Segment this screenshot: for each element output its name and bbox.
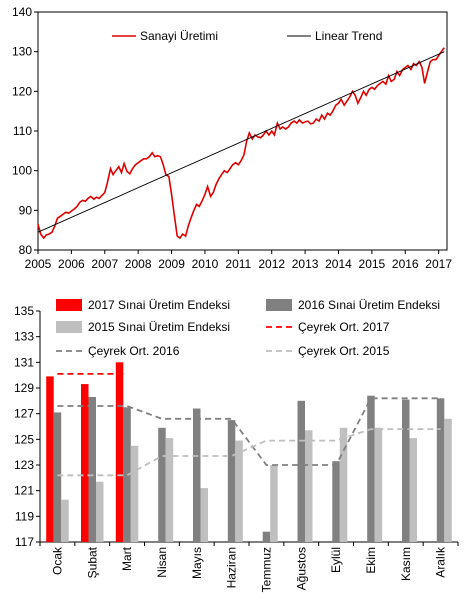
bar-2015 xyxy=(96,481,104,542)
bar-2016 xyxy=(88,397,96,542)
y-tick-label: 121 xyxy=(14,484,34,498)
bar-2017 xyxy=(81,384,89,542)
legend-swatch xyxy=(266,299,292,311)
bar-2015 xyxy=(61,499,69,542)
industrial-production-line-chart: 80 90 100 110 120 130 140 2005 2006 2007 2008 2009 2… xyxy=(12,5,452,271)
bar-2015 xyxy=(444,418,452,542)
bar-2015 xyxy=(200,488,208,542)
category-label: Mayıs xyxy=(190,547,204,579)
x-tick-label: 2011 xyxy=(225,257,251,271)
bar-2016 xyxy=(158,427,166,542)
legend-label: Linear Trend xyxy=(315,29,382,43)
x-tick-label: 2013 xyxy=(292,257,319,271)
y-tick-label: 120 xyxy=(12,84,32,98)
bar-2016 xyxy=(193,408,201,542)
x-tick-label: 2015 xyxy=(359,257,386,271)
legend-swatch xyxy=(56,299,82,311)
y-tick-label: 125 xyxy=(14,432,34,446)
category-label: Haziran xyxy=(225,547,239,588)
x-tick-label: 2008 xyxy=(125,257,152,271)
legend-label: Sanayi Üretimi xyxy=(140,29,218,43)
y-tick-label: 130 xyxy=(12,45,32,59)
bar-2017 xyxy=(46,376,54,542)
legend-label: Çeyrek Ort. 2015 xyxy=(298,344,390,358)
y-tick-label: 110 xyxy=(13,124,32,138)
y-tick-label: 119 xyxy=(15,509,34,523)
y-tick-label: 140 xyxy=(12,5,32,19)
x-tick-label: 2007 xyxy=(91,257,118,271)
bar-2016 xyxy=(367,395,375,542)
category-label: Eylül xyxy=(329,547,343,573)
legend-label: Çeyrek Ort. 2016 xyxy=(88,344,180,358)
bar-2015 xyxy=(374,427,383,542)
bar-2015 xyxy=(235,440,243,542)
legend-label: 2016 Sınai Üretim Endeksi xyxy=(298,298,440,312)
quarter-average-line-2016 xyxy=(57,397,441,466)
category-label: Nisan xyxy=(155,547,169,578)
bar-2016 xyxy=(262,531,271,542)
category-label: Temmuz xyxy=(259,547,273,592)
bar-2016 xyxy=(297,400,305,542)
x-tick-label: 2005 xyxy=(25,257,52,271)
bar-2016 xyxy=(332,461,340,542)
bar-2015 xyxy=(339,427,348,542)
legend-label: 2017 Sınai Üretim Endeksi xyxy=(88,298,230,312)
category-label: Mart xyxy=(120,546,134,571)
category-label: Ocak xyxy=(50,546,64,575)
bar-2015 xyxy=(270,465,278,542)
bar-2016 xyxy=(227,420,236,542)
series-line-sanayi-uretimi xyxy=(37,47,445,240)
category-label: Şubat xyxy=(85,546,99,578)
y-tick-label: 133 xyxy=(14,330,34,344)
category-label: Ağustos xyxy=(294,547,308,590)
x-tick-label: 2014 xyxy=(325,257,352,271)
plot-area-border xyxy=(37,11,448,251)
bar-2017 xyxy=(115,362,124,542)
y-tick-label: 135 xyxy=(14,304,34,318)
legend-label: 2015 Sınai Üretim Endeksi xyxy=(88,320,230,334)
category-label: Aralık xyxy=(434,546,448,578)
x-tick-label: 2010 xyxy=(192,257,219,271)
series-line-linear-trend xyxy=(37,51,445,233)
category-label: Ekim xyxy=(364,547,378,574)
bar-2015 xyxy=(130,445,139,543)
y-tick-label: 123 xyxy=(14,458,34,472)
bar-2015 xyxy=(305,430,313,542)
bar-2016 xyxy=(402,399,410,542)
legend-label: Çeyrek Ort. 2017 xyxy=(298,320,390,334)
bar-2016 xyxy=(53,412,62,542)
bar-2015 xyxy=(165,438,174,542)
y-tick-label: 129 xyxy=(14,381,34,395)
y-tick-label: 131 xyxy=(14,355,34,369)
y-tick-label: 80 xyxy=(19,243,33,257)
y-tick-label: 127 xyxy=(14,407,34,421)
x-tick-label: 2012 xyxy=(258,257,285,271)
bar-2015 xyxy=(409,438,417,542)
legend-swatch xyxy=(56,321,82,333)
category-label: Kasım xyxy=(399,547,413,581)
quarter-average-line-2015 xyxy=(57,428,441,477)
y-tick-label: 90 xyxy=(19,203,33,217)
bar-2016 xyxy=(123,407,131,543)
x-tick-label: 2009 xyxy=(158,257,185,271)
monthly-index-bar-chart: 117 119 121 123 125 127 129 131 133 135 Ocak Şubat M… xyxy=(14,298,459,592)
x-tick-label: 2006 xyxy=(58,257,85,271)
y-tick-label: 117 xyxy=(15,535,34,549)
bar-2016 xyxy=(436,398,445,542)
x-tick-label: 2016 xyxy=(392,257,419,271)
y-tick-label: 100 xyxy=(12,164,32,178)
x-tick-label: 2017 xyxy=(425,257,452,271)
